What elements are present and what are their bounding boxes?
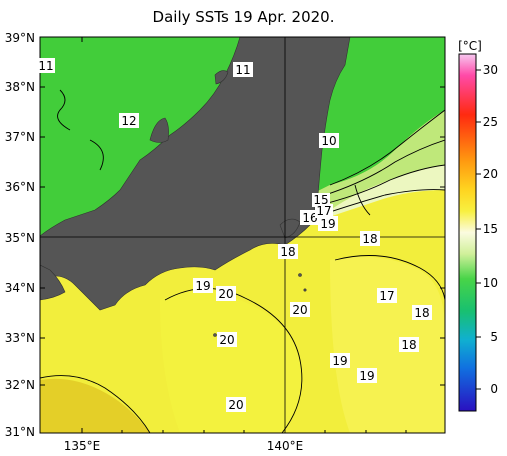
svg-text:16: 16 bbox=[302, 211, 317, 225]
contour-label: 11 bbox=[233, 62, 253, 77]
lat-label: 35°N bbox=[5, 231, 35, 245]
land-honshu bbox=[40, 37, 351, 311]
contour-label: 20 bbox=[226, 397, 246, 412]
svg-text:19: 19 bbox=[359, 369, 374, 383]
svg-text:10: 10 bbox=[321, 134, 336, 148]
land-noto bbox=[149, 117, 169, 143]
contour-value-labels: 11 11 12 10 15 16 17 19 18 18 19 20 20 1… bbox=[38, 58, 432, 412]
map-title: Daily SSTs 19 Apr. 2020. bbox=[152, 8, 335, 26]
colorbar-tick: 5 bbox=[490, 330, 498, 344]
contour-label: 11 bbox=[38, 58, 55, 73]
land-sado bbox=[214, 70, 229, 85]
lat-label: 31°N bbox=[5, 425, 35, 439]
contour-label: 17 bbox=[315, 204, 333, 218]
lat-label: 34°N bbox=[5, 281, 35, 295]
warm-water-region bbox=[40, 378, 150, 433]
lat-label: 39°N bbox=[5, 31, 35, 45]
lat-label: 38°N bbox=[5, 80, 35, 94]
contour-label: 19 bbox=[357, 368, 377, 383]
colorbar-tick: 25 bbox=[483, 115, 498, 129]
isotherm-lines bbox=[40, 89, 445, 433]
svg-text:17: 17 bbox=[316, 204, 331, 218]
svg-text:18: 18 bbox=[362, 232, 377, 246]
svg-text:20: 20 bbox=[219, 333, 234, 347]
lat-label: 33°N bbox=[5, 331, 35, 345]
contour-label: 10 bbox=[319, 133, 339, 148]
contour-label: 19 bbox=[318, 216, 338, 231]
latitude-axis: 39°N 38°N 37°N 36°N 35°N 34°N 33°N 32°N … bbox=[5, 31, 445, 439]
lat-label: 36°N bbox=[5, 180, 35, 194]
colorbar: [°C] 30 25 20 15 10 5 0 bbox=[458, 39, 498, 412]
svg-text:11: 11 bbox=[38, 59, 53, 73]
svg-text:20: 20 bbox=[218, 287, 233, 301]
land-shikoku bbox=[40, 264, 66, 301]
svg-text:18: 18 bbox=[401, 338, 416, 352]
contour-label: 19 bbox=[193, 278, 213, 293]
contour-label: 18 bbox=[278, 244, 298, 259]
contour-label: 18 bbox=[360, 231, 380, 246]
contour-label: 12 bbox=[119, 113, 139, 128]
contour-label: 18 bbox=[412, 305, 432, 320]
svg-text:20: 20 bbox=[228, 398, 243, 412]
svg-text:19: 19 bbox=[332, 354, 347, 368]
longitude-axis: 135°E 140°E bbox=[64, 37, 407, 453]
svg-text:17: 17 bbox=[379, 289, 394, 303]
svg-text:12: 12 bbox=[121, 114, 136, 128]
contour-label: 19 bbox=[330, 353, 350, 368]
colorbar-scale bbox=[458, 53, 477, 412]
contour-label: 20 bbox=[290, 302, 310, 317]
contour-label: 20 bbox=[216, 286, 236, 301]
svg-text:18: 18 bbox=[414, 306, 429, 320]
colorbar-tick: 15 bbox=[483, 222, 498, 236]
contour-label: 18 bbox=[399, 337, 419, 352]
contour-label: 20 bbox=[217, 332, 237, 347]
map-frame bbox=[39, 36, 446, 434]
contour-label: 15 bbox=[312, 193, 330, 207]
lon-label: 140°E bbox=[267, 439, 304, 453]
svg-text:15: 15 bbox=[313, 193, 328, 207]
svg-text:19: 19 bbox=[320, 217, 335, 231]
colorbar-tick: 10 bbox=[483, 276, 498, 290]
colorbar-tick: 0 bbox=[490, 382, 498, 396]
svg-text:18: 18 bbox=[280, 245, 295, 259]
colorbar-tick: 20 bbox=[483, 167, 498, 181]
contour-label: 17 bbox=[377, 288, 397, 303]
lon-label: 135°E bbox=[64, 439, 101, 453]
svg-text:19: 19 bbox=[195, 279, 210, 293]
lat-label: 37°N bbox=[5, 130, 35, 144]
svg-text:11: 11 bbox=[235, 63, 250, 77]
colorbar-tick: 30 bbox=[483, 63, 498, 77]
lat-label: 32°N bbox=[5, 378, 35, 392]
svg-text:20: 20 bbox=[292, 303, 307, 317]
colorbar-unit: [°C] bbox=[458, 39, 482, 53]
